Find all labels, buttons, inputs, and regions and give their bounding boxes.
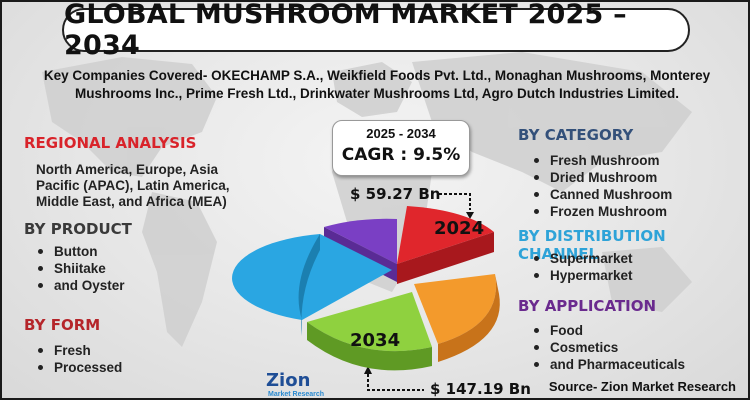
by-product-title: BY PRODUCT xyxy=(24,220,132,238)
pie-slice-orange xyxy=(414,274,497,344)
year-2024-label: 2024 xyxy=(434,218,484,239)
by-form-title: BY FORM xyxy=(24,316,101,334)
list-item: Hypermarket xyxy=(530,267,633,284)
svg-text:Zion: Zion xyxy=(266,370,310,391)
source-text: Source- Zion Market Research xyxy=(548,379,736,394)
list-item: Fresh Mushroom xyxy=(530,152,672,169)
pie-slice-red xyxy=(397,206,494,264)
value-2024-label: $ 59.27 Bn xyxy=(350,185,441,203)
cagr-value: CAGR : 9.5% xyxy=(341,145,461,165)
list-item: and Pharmaceuticals xyxy=(530,356,685,373)
pie-slice-green xyxy=(307,292,432,352)
list-item: and Oyster xyxy=(34,277,125,294)
list-item: Button xyxy=(34,243,125,260)
list-item: Supermarket xyxy=(530,250,633,267)
list-item: Dried Mushroom xyxy=(530,169,672,186)
pie-connectors xyxy=(367,193,471,391)
list-item: Food xyxy=(530,322,685,339)
by-application-title: BY APPLICATION xyxy=(518,297,657,315)
list-item: Shiitake xyxy=(34,260,125,277)
title-banner: GLOBAL MUSHROOM MARKET 2025 – 2034 xyxy=(62,2,690,61)
list-item: Cosmetics xyxy=(530,339,685,356)
list-item: Processed xyxy=(34,359,122,376)
value-2034-label: $ 147.19 Bn xyxy=(430,380,531,398)
zion-logo: Zion Market Research xyxy=(266,370,324,398)
key-companies-text: Key Companies Covered- OKECHAMP S.A., We… xyxy=(43,68,711,101)
page-title: GLOBAL MUSHROOM MARKET 2025 – 2034 xyxy=(64,0,627,61)
arrow-2034-icon xyxy=(364,366,372,374)
form-list: Fresh Processed xyxy=(34,342,122,376)
regional-analysis-title: REGIONAL ANALYSIS xyxy=(24,134,197,152)
application-list: Food Cosmetics and Pharmaceuticals xyxy=(530,322,685,373)
regional-analysis-text: North America, Europe, Asia Pacific (APA… xyxy=(36,162,230,209)
list-item: Frozen Mushroom xyxy=(530,203,672,220)
arrow-2024-icon xyxy=(466,212,474,219)
pie-slice-blue xyxy=(232,234,392,320)
cagr-box: 2025 - 2034 CAGR : 9.5% xyxy=(332,120,470,176)
distribution-list: Supermarket Hypermarket xyxy=(530,250,633,284)
list-item: Fresh xyxy=(34,342,122,359)
pie-slice-purple xyxy=(324,218,397,264)
product-list: Button Shiitake and Oyster xyxy=(34,243,125,294)
cagr-years: 2025 - 2034 xyxy=(366,126,436,141)
list-item: Canned Mushroom xyxy=(530,186,672,203)
by-category-title: BY CATEGORY xyxy=(518,126,634,144)
category-list: Fresh Mushroom Dried Mushroom Canned Mus… xyxy=(530,152,672,220)
svg-text:Market Research: Market Research xyxy=(268,391,324,398)
year-2034-label: 2034 xyxy=(350,330,400,351)
